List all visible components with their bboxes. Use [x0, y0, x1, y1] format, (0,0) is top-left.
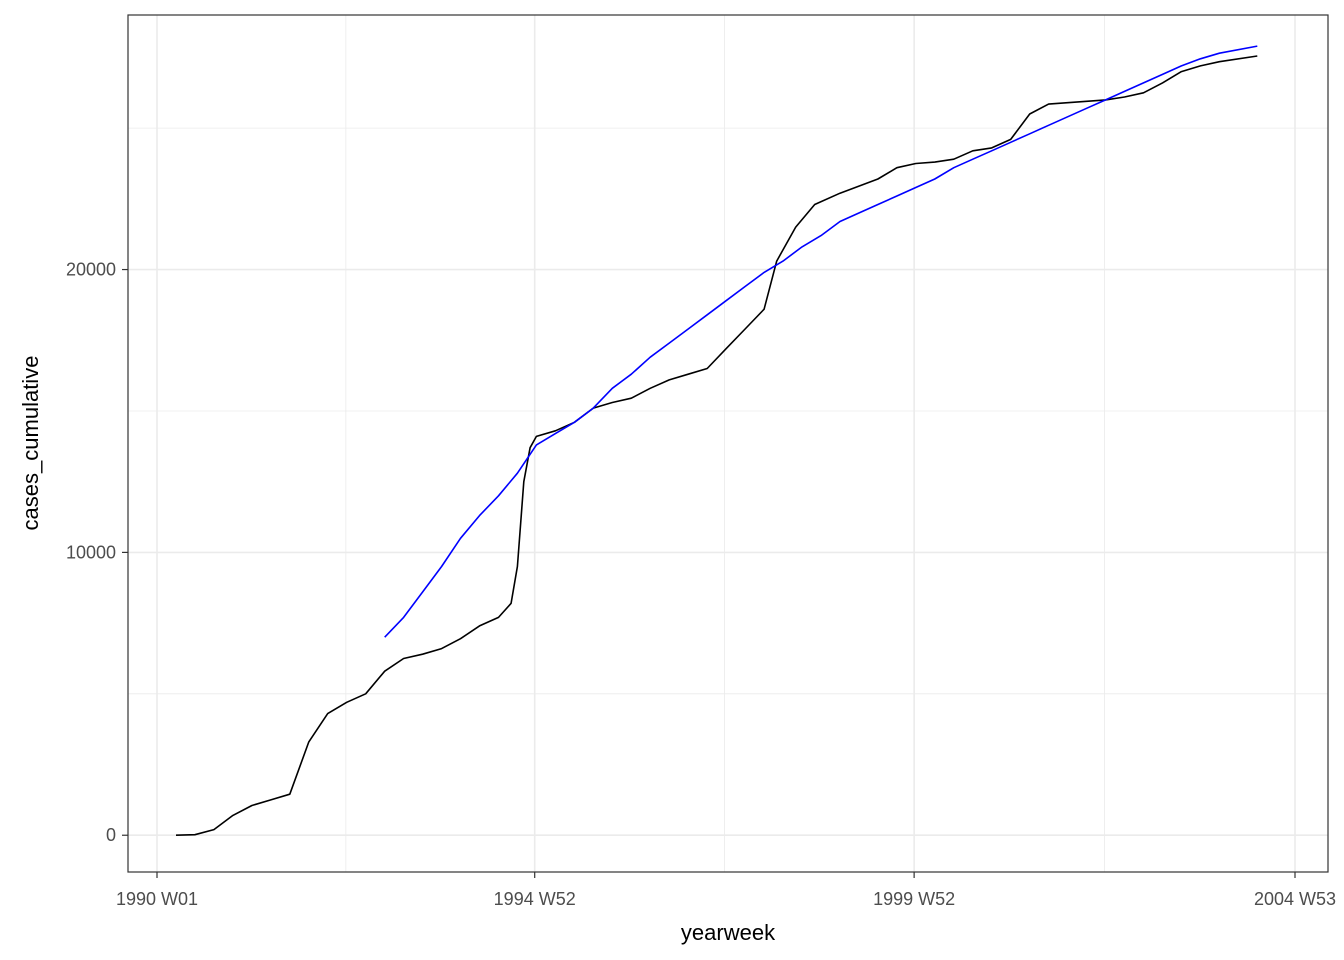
x-tick-label: 2004 W53: [1254, 889, 1336, 909]
x-axis: 1990 W01 1994 W52 1999 W52 2004 W53: [116, 872, 1336, 909]
x-axis-title: yearweek: [681, 920, 776, 945]
x-tick-label: 1999 W52: [873, 889, 955, 909]
series-layer: [175, 45, 1258, 836]
x-tick-label: 1990 W01: [116, 889, 198, 909]
y-tick-label: 10000: [66, 542, 116, 562]
minor-gridlines: [128, 15, 1328, 872]
plot-panel-background: [128, 15, 1328, 872]
series-line-2: [384, 45, 1258, 638]
plot-panel-border: [127, 14, 1329, 873]
x-tick-label: 1994 W52: [494, 889, 576, 909]
major-gridlines: [128, 15, 1328, 872]
y-axis: 0 10000 20000: [66, 260, 128, 845]
y-axis-title: cases_cumulative: [18, 356, 43, 531]
y-tick-label: 20000: [66, 260, 116, 280]
series-line-1: [175, 55, 1258, 836]
y-tick-label: 0: [106, 825, 116, 845]
